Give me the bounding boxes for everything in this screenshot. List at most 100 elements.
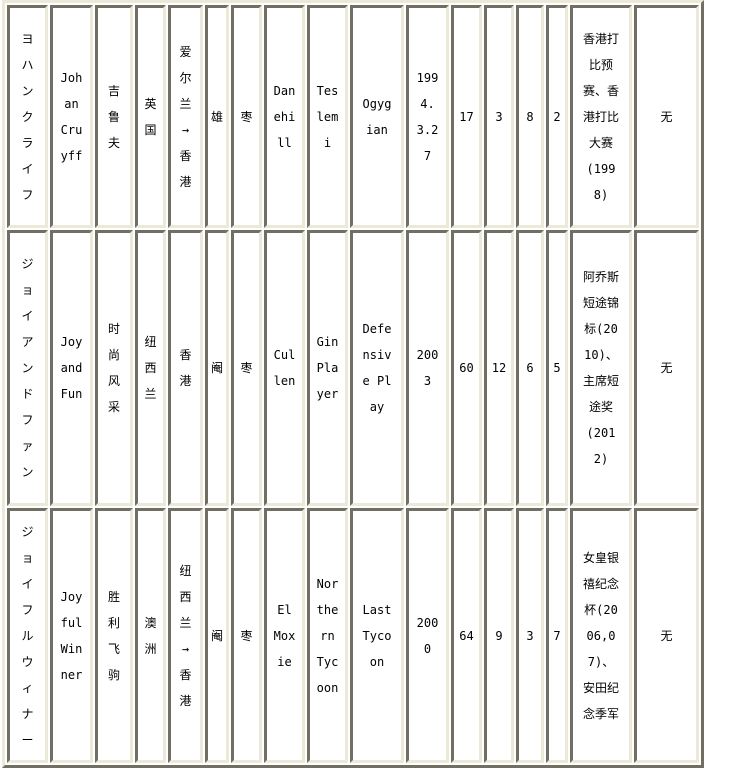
cell-text: El Moxie [273,602,296,669]
cell-text: 女皇银禧纪念杯(2006,07)、安田纪念季军 [582,550,619,721]
cell-text: Cullen [273,348,296,388]
cell-major-wins: 阿乔斯短途锦标(2010)、主席短途奖(2012) [570,230,632,506]
cell-text: 12 [491,361,507,375]
cell-text: 枣 [240,109,253,124]
cell-wins: 3 [484,5,514,228]
cell-chinese-name: 吉鲁夫 [95,5,133,228]
cell-sire: Cullen [264,230,305,506]
cell-sire: El Moxie [264,508,305,763]
cell-import-route: 纽西兰→香港 [168,508,203,763]
cell-text: 时尚风采 [107,322,120,414]
table-row: ヨハンクライフ Johan Cruyff 吉鲁夫 英国 爱尔兰→香港 雄 枣 Danehill… [7,5,699,228]
cell-text: 英国 [144,96,157,137]
cell-dam-sire: Ogygian [350,5,404,228]
cell-text: 纽西兰→香港 [179,563,192,708]
cell-import-route: 香港 [168,230,203,506]
cell-dam-sire: Defensive Play [350,230,404,506]
cell-text: 9 [495,628,503,643]
cell-starts: 17 [451,5,482,228]
cell-seconds: 8 [516,5,544,228]
cell-text: ジョイフルウィナー [21,524,34,747]
cell-text: 1994.3.27 [416,70,439,163]
cell-text: Northern Tycoon [316,576,339,695]
cell-text: 6 [526,361,534,375]
cell-text: 阉 [210,628,223,643]
cell-text: 纽西兰 [144,335,157,401]
cell-japanese-name: ジョイフルウィナー [7,508,48,763]
cell-wins: 9 [484,508,514,763]
cell-text: 胜利飞驹 [107,589,120,682]
cell-text: 阉 [210,361,223,375]
cell-sex: 阉 [205,230,229,506]
cell-birth-date: 2000 [406,508,449,763]
cell-text: Danehill [273,83,296,150]
cell-text: 3 [495,109,503,124]
cell-starts: 64 [451,508,482,763]
cell-sire: Danehill [264,5,305,228]
cell-major-wins: 香港打比预赛、香港打比大赛(1998) [570,5,632,228]
table-row: ジョイアンドファン Joy and Fun 时尚风采 纽西兰 香港 阉 枣 Cullen Gin… [7,230,699,506]
cell-text: 枣 [240,628,253,643]
cell-origin: 纽西兰 [135,230,166,506]
cell-english-name: Joy and Fun [50,230,93,506]
cell-text: ヨハンクライフ [21,31,34,202]
cell-birth-date: 1994.3.27 [406,5,449,228]
cell-text: 8 [526,109,534,124]
cell-text: 阿乔斯短途锦标(2010)、主席短途奖(2012) [582,270,619,466]
cell-text: Joyful Winner [60,589,83,682]
cell-text: 爱尔兰→香港 [179,44,192,189]
cell-starts: 60 [451,230,482,506]
cell-thirds: 2 [546,5,568,228]
cell-text: Defensive Play [362,322,392,414]
table-row: ジョイフルウィナー Joyful Winner 胜利飞驹 澳洲 纽西兰→香港 阉 枣 El M… [7,508,699,763]
cell-dam: Gin Player [307,230,348,506]
cell-english-name: Joyful Winner [50,508,93,763]
cell-sex: 雄 [205,5,229,228]
cell-birth-date: 2003 [406,230,449,506]
cell-text: 无 [660,628,673,643]
cell-origin: 英国 [135,5,166,228]
cell-japanese-name: ヨハンクライフ [7,5,48,228]
cell-text: 无 [660,109,673,124]
cell-chinese-name: 胜利飞驹 [95,508,133,763]
cell-japanese-name: ジョイアンドファン [7,230,48,506]
cell-text: Last Tycoon [362,602,392,669]
cell-text: 澳洲 [144,615,157,656]
cell-text: 枣 [240,361,253,375]
cell-text: 64 [459,628,474,643]
cell-text: ジョイアンドファン [21,257,34,479]
cell-chinese-name: 时尚风采 [95,230,133,506]
cell-text: 吉鲁夫 [107,83,120,150]
cell-color: 枣 [231,5,262,228]
cell-text: 雄 [210,109,223,124]
cell-text: 香港 [179,348,192,388]
cell-text: 60 [459,361,474,375]
cell-thirds: 7 [546,508,568,763]
cell-color: 枣 [231,230,262,506]
cell-thirds: 5 [546,230,568,506]
cell-notes: 无 [634,5,699,228]
cell-text: 2000 [416,615,439,656]
horse-table: ヨハンクライフ Johan Cruyff 吉鲁夫 英国 爱尔兰→香港雄枣 Danehill… [2,0,704,768]
cell-text: 7 [553,628,561,643]
cell-text: 无 [660,361,673,375]
cell-text: Joy and Fun [60,335,83,401]
cell-wins: 12 [484,230,514,506]
cell-notes: 无 [634,508,699,763]
cell-text: 2 [553,109,561,124]
cell-dam: Northern Tycoon [307,508,348,763]
cell-text: 5 [553,361,561,375]
cell-dam-sire: Last Tycoon [350,508,404,763]
cell-text: Ogygian [362,96,392,137]
cell-import-route: 爱尔兰→香港 [168,5,203,228]
cell-origin: 澳洲 [135,508,166,763]
cell-notes: 无 [634,230,699,506]
cell-text: 17 [459,109,474,124]
cell-color: 枣 [231,508,262,763]
cell-sex: 阉 [205,508,229,763]
cell-dam: Teslemi [307,5,348,228]
cell-seconds: 3 [516,508,544,763]
cell-text: Johan Cruyff [60,70,83,163]
cell-text: Gin Player [316,335,339,401]
cell-seconds: 6 [516,230,544,506]
